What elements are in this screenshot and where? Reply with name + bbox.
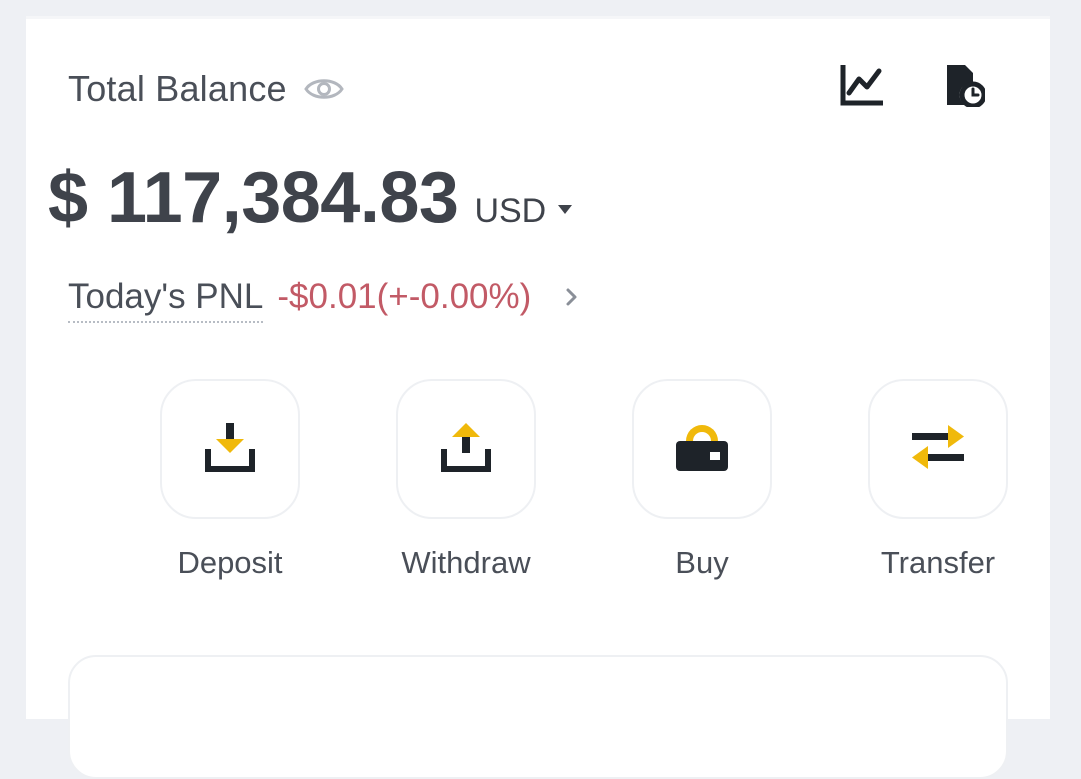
history-icon[interactable] [940, 61, 988, 109]
deposit-icon [202, 419, 258, 480]
buy-icon-box[interactable] [632, 379, 772, 519]
line-chart-icon[interactable] [838, 61, 886, 109]
caret-down-icon [558, 201, 573, 214]
withdraw-button[interactable]: Withdraw [348, 379, 584, 581]
deposit-button[interactable]: Deposit [112, 379, 348, 581]
transfer-label: Transfer [880, 545, 996, 580]
pnl-value: -$0.01(+-0.00%) [277, 277, 532, 316]
pnl-label[interactable]: Today's PNL [68, 277, 264, 323]
transfer-icon-box[interactable] [868, 379, 1008, 519]
eye-icon[interactable] [303, 76, 345, 102]
withdraw-label: Withdraw [401, 545, 531, 580]
withdraw-icon [438, 419, 494, 480]
total-balance-title: Total Balance [68, 68, 287, 109]
withdraw-icon-box[interactable] [396, 379, 536, 519]
transfer-button[interactable]: Transfer [820, 379, 1056, 581]
transfer-icon [908, 419, 968, 480]
balance-title-row: Total Balance [68, 67, 345, 111]
balance-row: $ 117,384.83 USD [48, 157, 573, 239]
deposit-label: Deposit [177, 545, 283, 580]
balance-amount: $ 117,384.83 [48, 158, 459, 238]
buy-button[interactable]: Buy [584, 379, 820, 581]
currency-selector[interactable]: USD [474, 192, 573, 231]
todays-pnl-row[interactable]: Today's PNL -$0.01(+-0.00%) [68, 277, 579, 323]
deposit-icon-box[interactable] [160, 379, 300, 519]
currency-label: USD [474, 192, 547, 230]
chevron-right-icon[interactable] [565, 287, 579, 307]
bottom-panel [68, 655, 1008, 779]
header-actions [838, 61, 988, 109]
buy-label: Buy [675, 545, 729, 580]
balance-card: Total Balance $ 117,384.83 USD [26, 16, 1050, 779]
quick-actions: Deposit Withdraw [112, 379, 1056, 581]
wallet-icon [672, 419, 732, 480]
